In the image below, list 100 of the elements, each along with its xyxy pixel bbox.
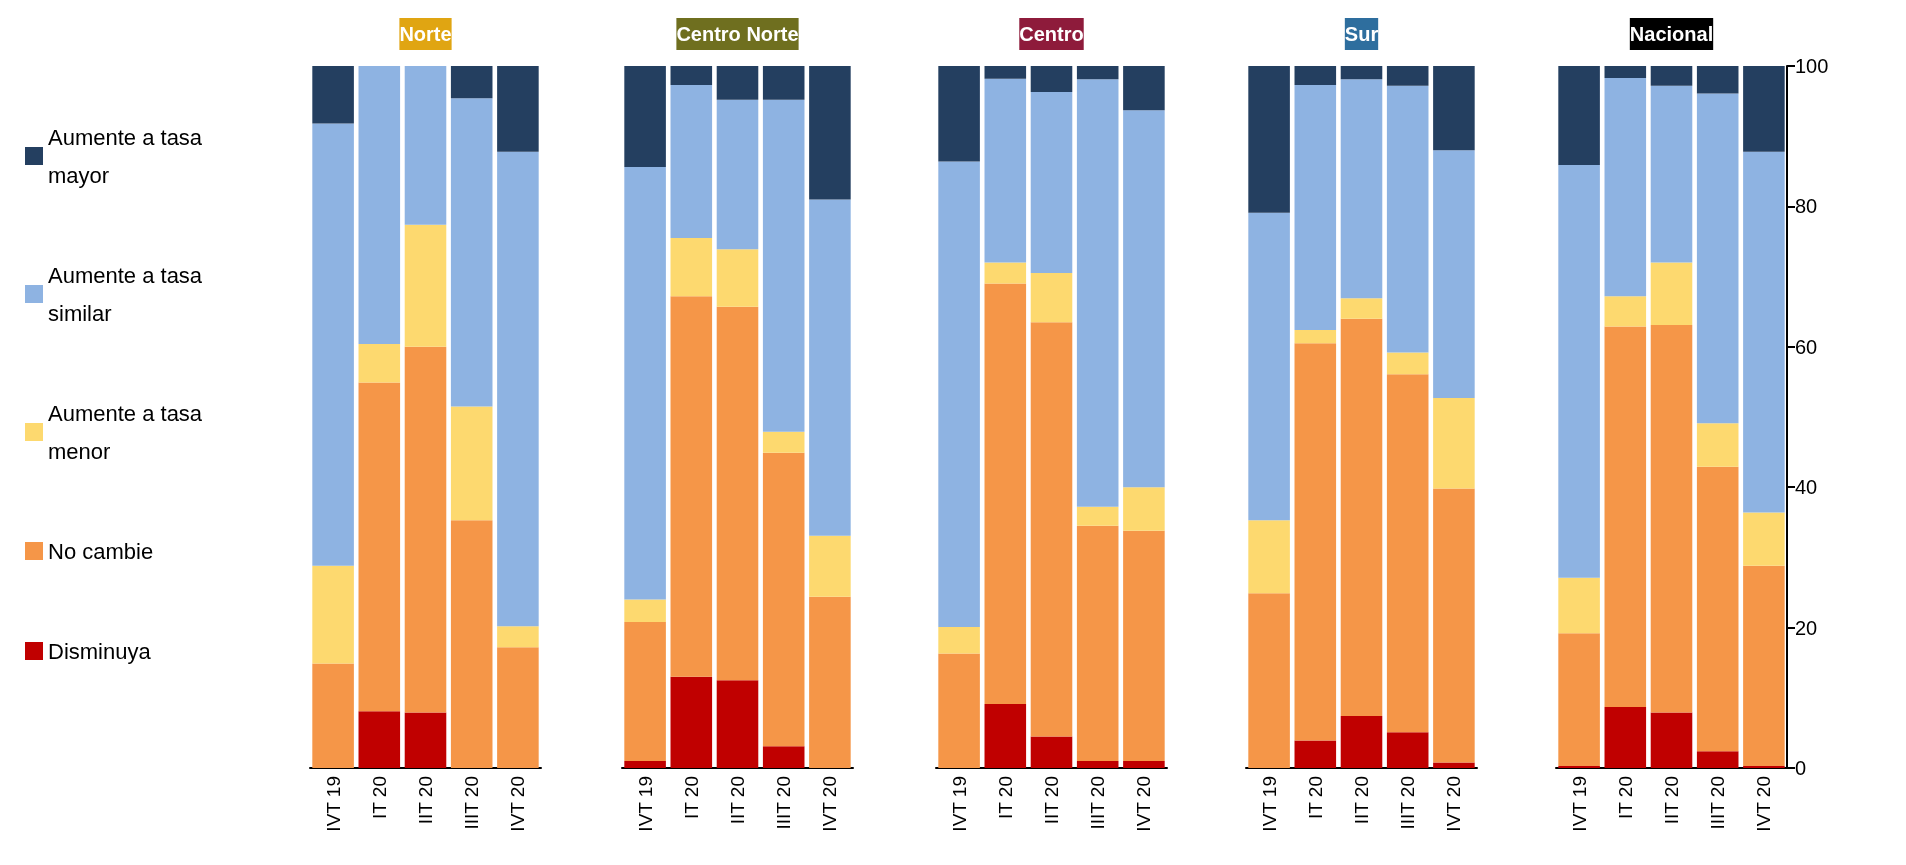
x-tick-label: IT 20 (368, 776, 390, 819)
bar (809, 199, 851, 536)
bar (1558, 765, 1600, 768)
bar (1650, 66, 1693, 86)
bar (1650, 325, 1693, 713)
bar (1558, 577, 1600, 634)
x-tick-label: IVT 19 (322, 776, 344, 832)
bar (670, 237, 713, 297)
bar (312, 123, 354, 566)
bar (716, 249, 759, 307)
bar (358, 711, 401, 768)
bar (450, 406, 493, 521)
legend-label: Aumente a tasa menor (48, 400, 209, 464)
y-tick-label: 20 (1795, 616, 1818, 639)
bar (1604, 296, 1647, 327)
bar (716, 306, 759, 681)
x-tick-label: IVT 19 (948, 776, 970, 832)
bar (1340, 318, 1383, 717)
x-tick-label: IIIT 20 (461, 776, 483, 830)
chart-title: Nacional (1629, 23, 1714, 45)
x-tick-label: IT 20 (1304, 776, 1326, 819)
bar (984, 283, 1027, 705)
bar (1696, 93, 1739, 424)
bar (358, 343, 401, 383)
bar (1558, 633, 1600, 766)
bar (938, 161, 980, 627)
bar (1030, 273, 1073, 323)
bar (1248, 593, 1290, 768)
x-tick-label: IIT 20 (1041, 776, 1062, 825)
bar (1604, 66, 1647, 78)
bar (1123, 530, 1165, 761)
bar (450, 66, 493, 99)
x-tick-label: IT 20 (680, 776, 702, 819)
bar (1433, 398, 1475, 489)
y-tick-label: 60 (1795, 335, 1818, 358)
x-tick-label: IIT 20 (727, 776, 748, 825)
bar (404, 66, 447, 225)
x-tick-label: IT 20 (1614, 776, 1636, 819)
bar (1294, 329, 1337, 344)
bar (450, 98, 493, 407)
bar (1558, 66, 1600, 165)
bar (624, 599, 666, 622)
x-tick-label: IIIT 20 (1707, 776, 1729, 830)
bar (670, 676, 713, 768)
bar (1340, 79, 1383, 299)
bar (497, 647, 539, 768)
bar (624, 760, 666, 768)
bar (1650, 712, 1693, 768)
bar (1433, 150, 1475, 399)
bar (1650, 85, 1693, 263)
bar (762, 746, 805, 768)
bar (984, 262, 1027, 284)
legend-label: Aumente a tasa mayor (48, 124, 209, 188)
chart-title: Norte (399, 23, 452, 45)
bar (1433, 488, 1475, 763)
y-tick-label: 0 (1795, 757, 1807, 779)
bar (1030, 736, 1073, 768)
bar (1030, 66, 1073, 92)
bar (1604, 326, 1647, 707)
bar (984, 66, 1027, 79)
bar (624, 621, 666, 761)
bar (312, 66, 354, 124)
bar (1123, 66, 1165, 111)
bar (762, 431, 805, 453)
bar (450, 520, 493, 768)
bar (1340, 716, 1383, 768)
bar (1123, 110, 1165, 488)
bar (1696, 423, 1739, 467)
legend-label: Disminuya (48, 638, 152, 664)
bar (624, 66, 666, 168)
bar (1386, 352, 1429, 375)
bar (1743, 512, 1785, 566)
bar (762, 99, 805, 432)
legend-label: No cambie (48, 538, 154, 564)
bar (1248, 66, 1290, 213)
bar (1030, 91, 1073, 274)
x-tick-label: IVT 20 (1443, 776, 1465, 832)
bar (404, 712, 447, 768)
bar (1123, 487, 1165, 531)
x-tick-label: IT 20 (994, 776, 1016, 819)
bar (809, 66, 851, 200)
bar (670, 84, 713, 238)
bar (1294, 66, 1337, 85)
bar (497, 626, 539, 648)
bar (716, 66, 759, 100)
bar (1696, 66, 1739, 94)
bar (358, 382, 401, 712)
x-tick-label: IIT 20 (1351, 776, 1372, 825)
bar (624, 167, 666, 600)
chart-title: Centro Norte (676, 23, 799, 45)
x-tick-label: IIT 20 (1661, 776, 1682, 825)
bar (404, 346, 447, 713)
bar (938, 653, 980, 768)
bar (497, 151, 539, 627)
chart-title: Sur (1344, 23, 1379, 45)
bar (1076, 506, 1119, 526)
bar (809, 596, 851, 768)
bar (1340, 66, 1383, 80)
bar (938, 66, 980, 162)
bar (984, 78, 1027, 263)
